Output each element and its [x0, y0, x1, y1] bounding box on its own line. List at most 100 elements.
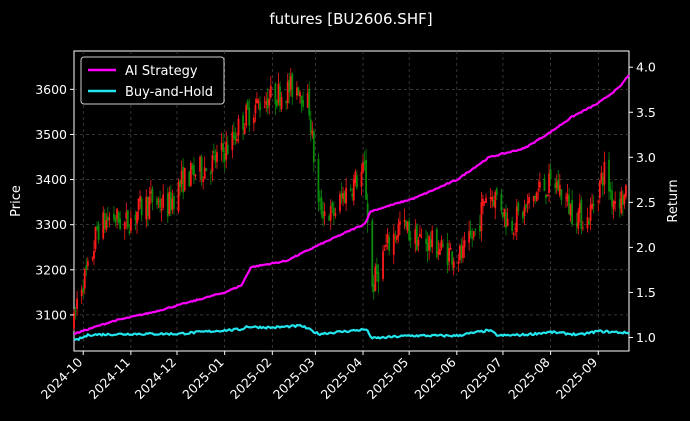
candle-body	[179, 180, 181, 187]
candle-body	[306, 93, 309, 108]
candle-body	[257, 100, 260, 103]
candle-body	[457, 261, 460, 264]
candle-body	[302, 100, 304, 107]
candle-body	[91, 258, 94, 260]
candle-body	[300, 95, 303, 104]
candle-body	[85, 265, 88, 270]
candle-body	[297, 87, 300, 96]
candle-body	[351, 193, 354, 197]
candle-body	[108, 217, 111, 220]
candle-body	[392, 233, 395, 255]
candle-body	[505, 212, 507, 228]
candle-body	[437, 251, 440, 255]
candle-body	[597, 201, 600, 203]
candle-body	[460, 245, 463, 259]
candle-body	[125, 212, 128, 219]
candle-body	[608, 159, 610, 192]
candle-body	[399, 221, 401, 225]
x-tick-label: 2024-11	[85, 355, 133, 403]
candle-body	[102, 212, 105, 239]
candle-body	[182, 166, 185, 193]
candle-body	[180, 171, 183, 184]
y2-tick-label: 4.0	[636, 60, 656, 75]
legend-entry-ai-strategy: AI Strategy	[125, 64, 198, 79]
candle-body	[440, 240, 443, 249]
candle-body	[183, 167, 186, 191]
candle-body	[395, 235, 398, 240]
candle-body	[580, 199, 583, 229]
candle-body	[532, 195, 535, 202]
candle-body	[548, 173, 550, 193]
legend-entry-buy-and-hold: Buy-and-Hold	[125, 85, 213, 100]
candle-body	[420, 236, 423, 238]
candle-body	[308, 88, 311, 116]
candle-body	[452, 261, 455, 268]
candle-body	[442, 244, 444, 247]
candle-body	[463, 240, 466, 248]
y-axis-right: 1.0 1.5 2.0 2.5 3.0 3.5 4.0	[629, 60, 656, 345]
candle-body	[349, 188, 352, 191]
candle-body	[205, 168, 208, 172]
candle-body	[309, 119, 312, 133]
candle-body	[97, 225, 100, 240]
candle-body	[211, 155, 214, 172]
candle-body	[299, 92, 301, 97]
candle-body	[231, 132, 234, 151]
candle-body	[129, 218, 132, 231]
candle-body	[243, 127, 246, 135]
candle-body	[256, 98, 258, 104]
candle-body	[403, 219, 406, 222]
candle-body	[189, 162, 192, 186]
legend-frame	[80, 56, 225, 105]
candle-body	[546, 194, 549, 197]
candle-body	[560, 189, 563, 200]
candle-body	[340, 193, 343, 198]
x-tick-label: 2025-08	[505, 354, 553, 402]
candle-body	[93, 250, 95, 259]
candle-body	[571, 200, 574, 225]
candle-body	[603, 161, 606, 185]
candle-body	[343, 192, 346, 203]
candle-body	[339, 194, 341, 212]
candle-body	[76, 298, 78, 309]
candle-body	[506, 218, 509, 226]
candle-body	[146, 197, 149, 216]
candle-body	[491, 196, 494, 202]
candle-body	[426, 242, 429, 252]
candle-body	[149, 191, 152, 194]
candle-body	[266, 98, 269, 109]
candle-body	[139, 196, 142, 202]
candle-body	[591, 203, 594, 209]
candle-body	[485, 198, 487, 203]
candle-body	[214, 154, 217, 163]
candle-body	[166, 193, 169, 217]
candle-body	[578, 203, 581, 213]
candle-body	[276, 100, 278, 107]
candle-body	[614, 201, 617, 204]
candle-body	[446, 243, 449, 266]
candle-body	[388, 237, 391, 251]
candle-body	[216, 152, 218, 162]
candle-body	[429, 239, 432, 247]
candle-body	[277, 83, 280, 103]
candle-body	[119, 218, 122, 229]
ai-strategy-line	[74, 74, 630, 335]
candle-body	[620, 191, 623, 213]
candle-body	[522, 211, 524, 219]
candle-body	[173, 196, 175, 209]
candle-body	[213, 151, 215, 154]
candle-body	[514, 228, 517, 230]
candle-body	[352, 179, 355, 201]
candle-body	[586, 217, 589, 229]
candle-body	[414, 229, 417, 244]
candle-body	[151, 188, 154, 203]
candle-body	[365, 159, 368, 200]
candle-body	[569, 204, 572, 216]
candle-body	[575, 223, 578, 227]
candle-body	[136, 211, 138, 224]
candle-body	[462, 246, 464, 258]
candle-body	[397, 223, 400, 237]
y2-tick-label: 2.5	[636, 195, 656, 210]
candle-body	[328, 215, 331, 221]
candle-body	[246, 101, 249, 109]
